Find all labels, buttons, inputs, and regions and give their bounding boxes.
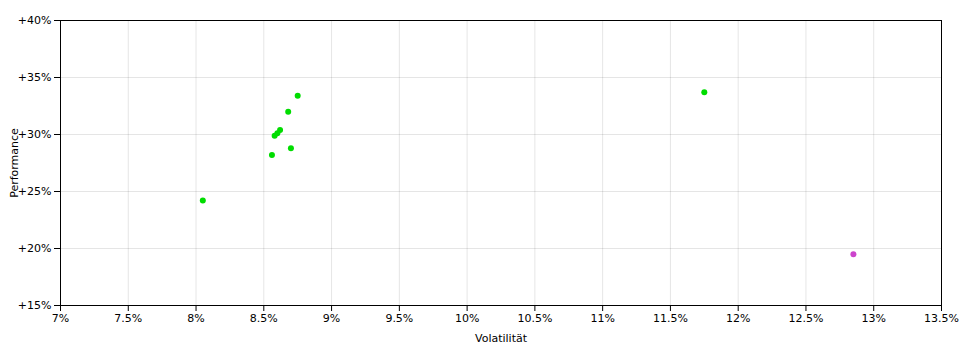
svg-text:9.5%: 9.5% [385,312,413,325]
svg-text:7.5%: 7.5% [114,312,142,325]
svg-text:9%: 9% [323,312,340,325]
svg-text:+15%: +15% [18,299,52,312]
svg-text:+30%: +30% [18,128,52,141]
svg-text:Performance: Performance [8,128,21,198]
svg-text:13%: 13% [862,312,886,325]
svg-text:10%: 10% [455,312,479,325]
svg-text:+20%: +20% [18,242,52,255]
svg-text:7%: 7% [52,312,69,325]
svg-text:11%: 11% [590,312,614,325]
svg-text:8.5%: 8.5% [250,312,278,325]
svg-text:Volatilität: Volatilität [475,332,528,345]
svg-text:+25%: +25% [18,185,52,198]
svg-text:8%: 8% [187,312,204,325]
svg-text:+35%: +35% [18,71,52,84]
svg-text:10.5%: 10.5% [517,312,552,325]
svg-text:13.5%: 13.5% [924,312,959,325]
svg-text:11.5%: 11.5% [653,312,688,325]
svg-text:12%: 12% [726,312,750,325]
svg-text:12.5%: 12.5% [788,312,823,325]
svg-text:+40%: +40% [18,14,52,27]
